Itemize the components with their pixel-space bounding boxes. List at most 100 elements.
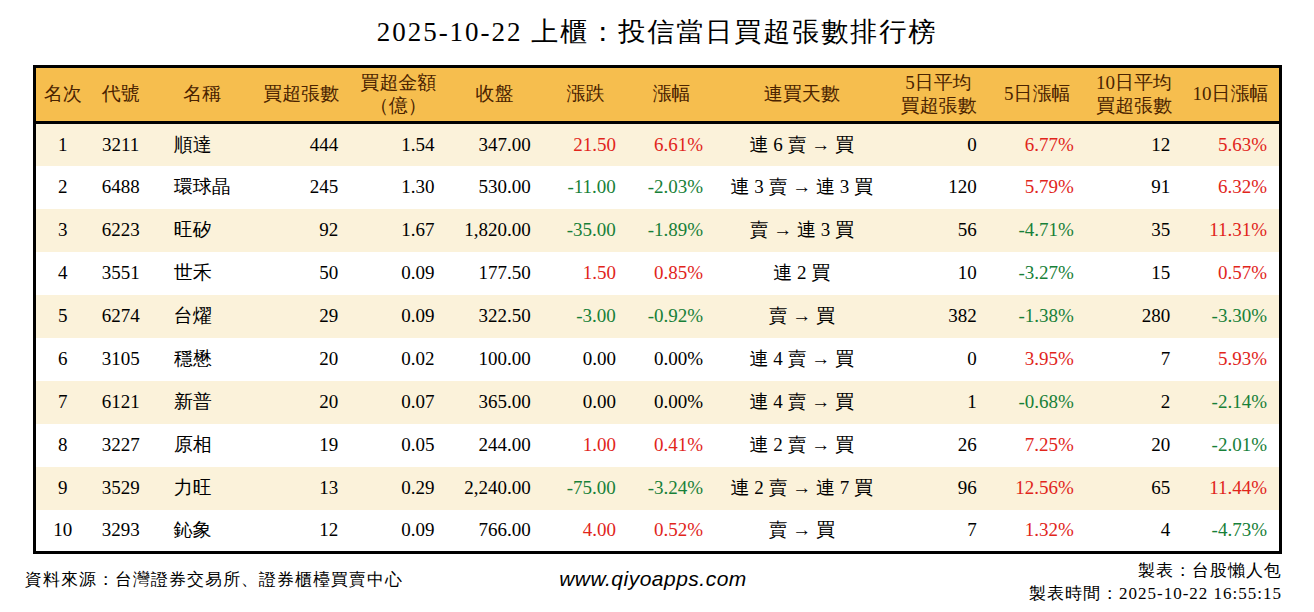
cell-avg5: 382: [888, 295, 988, 338]
cell-net-buy: 13: [252, 467, 350, 510]
cell-name: 順達: [152, 123, 252, 166]
cell-streak: 賣 → 買: [715, 295, 888, 338]
cell-streak: 賣 → 買: [715, 510, 888, 553]
cell-change-pct: 0.00%: [628, 338, 715, 381]
cell-close: 347.00: [446, 123, 542, 166]
cell-close: 244.00: [446, 424, 542, 467]
cell-amount: 0.09: [350, 510, 446, 553]
cell-avg10: 35: [1086, 209, 1182, 252]
cell-name: 鈊象: [152, 510, 252, 553]
cell-code: 6223: [90, 209, 152, 252]
cell-avg5: 7: [888, 510, 988, 553]
cell-change: 0.00: [543, 381, 628, 424]
cell-avg10: 91: [1086, 166, 1182, 209]
cell-pct5: 12.56%: [989, 467, 1086, 510]
cell-streak: 賣 → 連 3 買: [715, 209, 888, 252]
cell-code: 3105: [90, 338, 152, 381]
cell-change-pct: -3.24%: [628, 467, 715, 510]
cell-name: 新普: [152, 381, 252, 424]
cell-code: 3227: [90, 424, 152, 467]
col-header-name: 名稱: [152, 67, 252, 123]
cell-streak: 連 4 賣 → 買: [715, 338, 888, 381]
cell-pct5: -4.71%: [989, 209, 1086, 252]
cell-pct10: -2.01%: [1182, 424, 1280, 467]
cell-close: 177.50: [446, 252, 542, 295]
cell-rank: 4: [35, 252, 90, 295]
cell-name: 力旺: [152, 467, 252, 510]
table-row: 1 3211 順達 444 1.54 347.00 21.50 6.61% 連 …: [35, 123, 1281, 166]
col-header-change-pct: 漲幅: [628, 67, 715, 123]
cell-name: 穩懋: [152, 338, 252, 381]
cell-change-pct: 0.00%: [628, 381, 715, 424]
cell-close: 530.00: [446, 166, 542, 209]
cell-close: 766.00: [446, 510, 542, 553]
cell-amount: 1.30: [350, 166, 446, 209]
cell-avg5: 56: [888, 209, 988, 252]
col-header-net-buy: 買超張數: [252, 67, 350, 123]
cell-change-pct: -0.92%: [628, 295, 715, 338]
table-row: 8 3227 原相 19 0.05 244.00 1.00 0.41% 連 2 …: [35, 424, 1281, 467]
table-row: 10 3293 鈊象 12 0.09 766.00 4.00 0.52% 賣 →…: [35, 510, 1281, 553]
cell-change-pct: 0.41%: [628, 424, 715, 467]
report-page: 2025-10-22 上櫃：投信當日買超張數排行榜 名次 代號 名稱 買超張數 …: [0, 0, 1314, 612]
cell-change: -35.00: [543, 209, 628, 252]
cell-pct10: 6.32%: [1182, 166, 1280, 209]
table-row: 7 6121 新普 20 0.07 365.00 0.00 0.00% 連 4 …: [35, 381, 1281, 424]
col-header-avg5: 5日平均 買超張數: [888, 67, 988, 123]
cell-avg5: 96: [888, 467, 988, 510]
cell-avg5: 10: [888, 252, 988, 295]
cell-pct10: 11.31%: [1182, 209, 1280, 252]
cell-change: -3.00: [543, 295, 628, 338]
cell-code: 3551: [90, 252, 152, 295]
cell-pct5: 1.32%: [989, 510, 1086, 553]
cell-avg10: 2: [1086, 381, 1182, 424]
cell-avg5: 26: [888, 424, 988, 467]
table-row: 5 6274 台燿 29 0.09 322.50 -3.00 -0.92% 賣 …: [35, 295, 1281, 338]
cell-amount: 0.29: [350, 467, 446, 510]
cell-pct10: 0.57%: [1182, 252, 1280, 295]
cell-change: 4.00: [543, 510, 628, 553]
cell-rank: 1: [35, 123, 90, 166]
cell-close: 2,240.00: [446, 467, 542, 510]
cell-change: 0.00: [543, 338, 628, 381]
cell-rank: 8: [35, 424, 90, 467]
table-row: 6 3105 穩懋 20 0.02 100.00 0.00 0.00% 連 4 …: [35, 338, 1281, 381]
cell-net-buy: 50: [252, 252, 350, 295]
cell-avg5: 0: [888, 123, 988, 166]
cell-avg10: 280: [1086, 295, 1182, 338]
table-body: 1 3211 順達 444 1.54 347.00 21.50 6.61% 連 …: [35, 123, 1281, 553]
cell-rank: 7: [35, 381, 90, 424]
cell-change: 21.50: [543, 123, 628, 166]
cell-code: 3211: [90, 123, 152, 166]
col-header-change: 漲跌: [543, 67, 628, 123]
cell-close: 365.00: [446, 381, 542, 424]
cell-pct10: 5.93%: [1182, 338, 1280, 381]
cell-net-buy: 245: [252, 166, 350, 209]
cell-change-pct: 0.52%: [628, 510, 715, 553]
cell-streak: 連 6 賣 → 買: [715, 123, 888, 166]
cell-pct10: -2.14%: [1182, 381, 1280, 424]
ranking-table: 名次 代號 名稱 買超張數 買超金額 （億） 收盤 漲跌 漲幅 連買天數 5日平…: [33, 65, 1282, 554]
cell-avg10: 12: [1086, 123, 1182, 166]
table-row: 2 6488 環球晶 245 1.30 530.00 -11.00 -2.03%…: [35, 166, 1281, 209]
cell-close: 100.00: [446, 338, 542, 381]
cell-streak: 連 4 賣 → 買: [715, 381, 888, 424]
cell-code: 6488: [90, 166, 152, 209]
col-header-streak: 連買天數: [715, 67, 888, 123]
cell-net-buy: 92: [252, 209, 350, 252]
cell-code: 6274: [90, 295, 152, 338]
cell-name: 世禾: [152, 252, 252, 295]
cell-avg10: 20: [1086, 424, 1182, 467]
header-row: 名次 代號 名稱 買超張數 買超金額 （億） 收盤 漲跌 漲幅 連買天數 5日平…: [35, 67, 1281, 123]
cell-pct5: 5.79%: [989, 166, 1086, 209]
cell-code: 6121: [90, 381, 152, 424]
footer: 資料來源：台灣證券交易所、證券櫃檯買賣中心 www.qiyoapps.com 製…: [24, 559, 1282, 607]
cell-close: 1,820.00: [446, 209, 542, 252]
col-header-amount: 買超金額 （億）: [350, 67, 446, 123]
maker-label: 製表：台股懶人包: [1029, 559, 1282, 582]
cell-change: 1.50: [543, 252, 628, 295]
cell-streak: 連 2 買: [715, 252, 888, 295]
cell-code: 3293: [90, 510, 152, 553]
col-header-pct10: 10日漲幅: [1182, 67, 1280, 123]
cell-net-buy: 444: [252, 123, 350, 166]
